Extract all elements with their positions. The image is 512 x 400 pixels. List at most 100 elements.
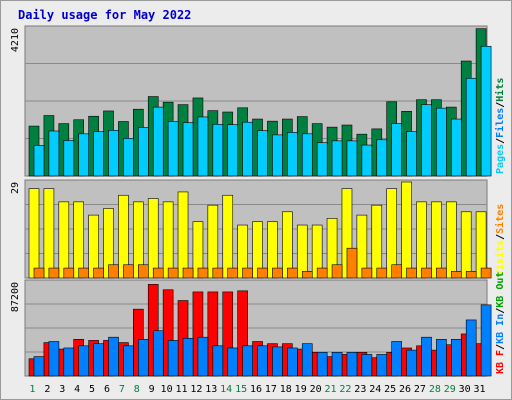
day-label-5: 5 — [89, 384, 95, 395]
day-label-28: 28 — [429, 384, 441, 395]
bar-kbytes-kb-in-day-15 — [242, 345, 253, 377]
y-max-label-visits: 29 — [10, 182, 21, 194]
bar-hits-pages-day-26 — [406, 131, 417, 177]
bar-visits-visits-day-10 — [162, 201, 174, 279]
bar-kbytes-kb-in-day-1 — [33, 356, 45, 377]
bar-visits-visits-day-30 — [460, 211, 472, 279]
bar-hits-pages-day-19 — [301, 133, 313, 177]
day-label-12: 12 — [190, 384, 202, 395]
bar-visits-sites-day-2 — [48, 267, 60, 279]
bar-kbytes-kb-in-day-24 — [376, 354, 388, 377]
day-label-31: 31 — [474, 384, 486, 395]
legend-item-kbytes-4: KB Out — [495, 272, 506, 308]
bar-visits-sites-day-12 — [197, 267, 209, 279]
day-label-10: 10 — [161, 384, 173, 395]
bar-kbytes-kb-in-day-25 — [391, 341, 402, 377]
day-label-19: 19 — [295, 384, 307, 395]
bar-hits-pages-day-23 — [361, 144, 373, 177]
bar-visits-sites-day-13 — [212, 267, 224, 279]
bar-kbytes-kb-in-day-4 — [78, 345, 90, 377]
bar-visits-visits-day-26 — [401, 181, 412, 279]
day-label-23: 23 — [354, 384, 366, 395]
bar-kbytes-kb-in-day-30 — [465, 319, 477, 377]
bar-hits-pages-day-18 — [287, 132, 298, 177]
bar-hits-pages-day-14 — [227, 124, 239, 177]
bar-hits-pages-day-16 — [257, 130, 268, 177]
day-label-14: 14 — [220, 384, 232, 395]
bar-hits-pages-day-20 — [316, 142, 328, 177]
bar-kbytes-kb-in-day-13 — [212, 345, 224, 377]
legend-item-kbytes-1: / — [495, 344, 506, 350]
legend-item-hits-1: / — [495, 138, 506, 144]
bar-visits-sites-day-11 — [182, 267, 194, 279]
day-label-16: 16 — [250, 384, 262, 395]
bar-kbytes-kb-in-day-16 — [257, 345, 268, 377]
bar-hits-pages-day-12 — [197, 116, 209, 177]
bar-hits-pages-day-6 — [108, 129, 119, 177]
day-label-20: 20 — [310, 384, 322, 395]
bar-kbytes-kb-in-day-31 — [480, 304, 492, 377]
legend-hits: Pages/Files/Hits — [494, 78, 506, 174]
bar-visits-visits-day-2 — [43, 188, 55, 279]
chart-panels: 4210Pages/Files/Hits29Visits/Sites87200K… — [10, 25, 506, 377]
bar-hits-pages-day-1 — [33, 145, 45, 177]
bar-hits-pages-day-2 — [48, 130, 60, 177]
day-label-30: 30 — [459, 384, 471, 395]
day-label-3: 3 — [59, 384, 65, 395]
y-max-label-kbytes: 87200 — [10, 282, 21, 312]
bar-visits-visits-day-19 — [296, 224, 308, 279]
bar-visits-sites-day-5 — [93, 267, 104, 279]
bar-visits-sites-day-3 — [63, 267, 75, 279]
bar-visits-visits-day-4 — [73, 201, 85, 279]
bar-kbytes-kb-in-day-17 — [272, 346, 283, 377]
bar-visits-sites-day-24 — [376, 267, 388, 279]
day-label-1: 1 — [29, 384, 35, 395]
bar-hits-pages-day-4 — [78, 133, 90, 177]
bar-hits-pages-day-28 — [436, 107, 447, 177]
bar-kbytes-kb-in-day-20 — [316, 351, 328, 377]
day-label-7: 7 — [119, 384, 125, 395]
bar-hits-pages-day-17 — [272, 134, 283, 177]
chart-title: Daily usage for May 2022 — [18, 8, 192, 22]
bar-kbytes-kb-in-day-29 — [450, 339, 462, 377]
bar-visits-visits-day-9 — [147, 198, 159, 279]
day-label-18: 18 — [280, 384, 292, 395]
legend-item-hits-4: Hits — [494, 78, 506, 102]
bar-kbytes-kb-in-day-7 — [123, 345, 134, 377]
legend-item-visits-0: Visits — [494, 240, 506, 276]
bar-hits-pages-day-22 — [346, 140, 358, 177]
legend-item-hits-0: Pages — [495, 144, 506, 174]
bar-visits-sites-day-29 — [450, 271, 462, 279]
day-axis: 1 2 3 4 5 6 7 8 9 10 11 12 13 14 15 16 17 18 19 20 21 22 23 24 2… — [29, 384, 485, 395]
bar-visits-sites-day-10 — [167, 267, 179, 279]
bar-kbytes-kb-in-day-18 — [287, 347, 298, 377]
bar-visits-sites-day-18 — [287, 267, 298, 279]
bar-kbytes-kb-in-day-22 — [346, 351, 358, 377]
bar-kbytes-kb-in-day-26 — [406, 349, 417, 377]
day-label-22: 22 — [339, 384, 351, 395]
day-label-11: 11 — [175, 384, 187, 395]
day-label-4: 4 — [74, 384, 80, 395]
day-label-24: 24 — [369, 384, 381, 395]
bar-visits-visits-day-24 — [371, 204, 383, 279]
bar-visits-visits-day-27 — [416, 201, 427, 279]
bar-visits-sites-day-6 — [108, 264, 119, 279]
bar-visits-sites-day-26 — [406, 267, 417, 279]
bar-visits-sites-day-8 — [138, 264, 149, 279]
bar-visits-sites-day-20 — [316, 267, 328, 279]
legend-item-hits-2: Files — [494, 108, 506, 138]
bar-visits-sites-day-23 — [361, 267, 373, 279]
day-label-8: 8 — [134, 384, 140, 395]
bar-visits-sites-day-30 — [465, 271, 477, 279]
bar-kbytes-kb-in-day-5 — [93, 343, 104, 377]
bar-visits-sites-day-19 — [301, 271, 313, 279]
y-max-label-hits: 4210 — [10, 28, 21, 52]
day-label-2: 2 — [44, 384, 50, 395]
bar-visits-sites-day-14 — [227, 267, 239, 279]
legend-item-visits-2: Sites — [494, 204, 506, 234]
bar-visits-visits-day-28 — [431, 201, 442, 279]
bar-kbytes-kb-in-day-23 — [361, 354, 373, 377]
legend-item-kbytes-3: / — [495, 308, 506, 314]
